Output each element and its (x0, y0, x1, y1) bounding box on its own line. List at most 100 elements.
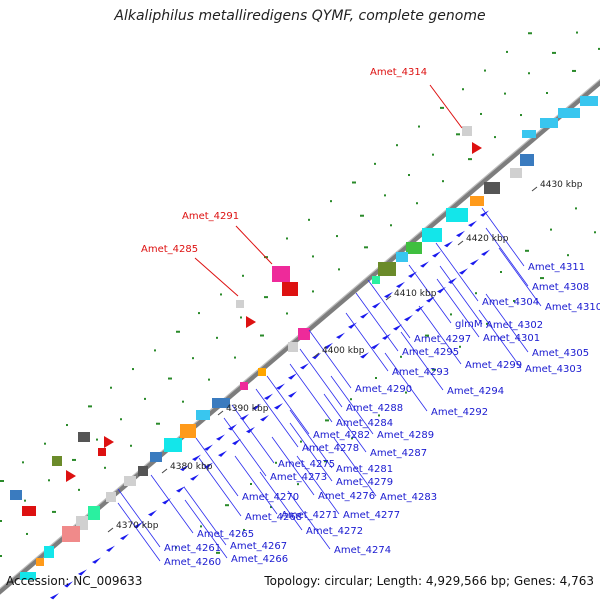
blue-leader-line (259, 471, 303, 531)
gene-arrow (470, 258, 479, 266)
blue-leader-line (195, 437, 239, 497)
gc-dot (26, 532, 28, 535)
blue-gene-label: Amet_4293 (392, 367, 449, 378)
gc-dot (220, 293, 222, 296)
gene-arrow (120, 533, 129, 541)
gc-dot (575, 207, 577, 210)
gene-block (212, 398, 230, 408)
gene-block (484, 182, 500, 194)
gene-arrow (180, 464, 189, 472)
blue-gene-label: Amet_4272 (306, 526, 363, 537)
blue-gene-label: Amet_4308 (532, 282, 589, 293)
gene-block (288, 342, 298, 352)
gc-dot (528, 32, 532, 35)
gc-dot (442, 180, 444, 183)
gene-block (150, 452, 162, 462)
blue-leader-line (330, 375, 374, 435)
gc-dot (312, 255, 314, 258)
blue-leader-line (384, 352, 428, 412)
gc-dot (0, 480, 4, 482)
blue-leader-line (481, 207, 525, 267)
red-gene-marker (246, 316, 256, 328)
gene-arrow (432, 251, 441, 258)
blue-leader-line (234, 455, 278, 515)
gene-block (422, 228, 442, 242)
gc-dot (0, 520, 2, 522)
gc-dot (312, 290, 314, 293)
blue-leader-line (498, 247, 542, 307)
gene-block (298, 328, 310, 340)
blue-leader-line (223, 417, 267, 477)
gc-dot (494, 136, 496, 139)
red-gene-label: Amet_4314 (370, 67, 427, 78)
blue-gene-label: Amet_4265 (197, 529, 254, 540)
blue-gene-label: Amet_4295 (402, 347, 459, 358)
blue-gene-label: Amet_4304 (482, 297, 539, 308)
gene-block (180, 424, 196, 438)
gene-block (164, 438, 182, 452)
gc-dot (480, 112, 482, 115)
blue-gene-label: Amet_4282 (313, 430, 370, 441)
blue-leader-line (435, 242, 479, 302)
gc-dot (216, 551, 220, 554)
scale-tick (457, 240, 464, 246)
blue-leader-line (367, 279, 411, 339)
gene-block (282, 282, 298, 296)
gc-dot (78, 488, 80, 491)
gc-dot (182, 400, 184, 403)
gc-dot (198, 312, 200, 315)
scale-tick (531, 186, 538, 192)
gc-dot (154, 349, 156, 352)
blue-gene-label: Amet_4275 (278, 459, 335, 470)
red-leader-line (235, 225, 273, 265)
gene-block (78, 432, 90, 442)
gene-block (236, 300, 244, 308)
gc-dot (130, 444, 132, 447)
red-gene-marker (66, 470, 76, 482)
blue-leader-line (323, 393, 367, 453)
gc-dot (432, 368, 436, 371)
gc-dot (22, 461, 24, 464)
gene-arrow (382, 333, 391, 340)
gene-features (10, 96, 598, 600)
gene-arrow (106, 545, 115, 552)
gc-dot (200, 525, 202, 528)
gene-block (470, 196, 484, 206)
gene-arrow (240, 413, 249, 421)
gc-dot (175, 546, 177, 549)
gc-dot (375, 377, 377, 379)
gc-dot (500, 271, 502, 273)
gene-block (138, 466, 148, 476)
gc-dot (450, 313, 452, 316)
gene-arrow (78, 569, 87, 576)
gc-dot (324, 460, 328, 463)
gc-dot (546, 91, 548, 94)
gene-block (62, 526, 80, 542)
gene-arrow (148, 509, 157, 517)
gene-arrow (300, 363, 309, 370)
gene-block (196, 410, 210, 420)
gc-dot (462, 88, 464, 91)
gc-dot (234, 356, 236, 359)
gc-dot (504, 92, 506, 95)
gc-dot (225, 504, 229, 507)
gc-dot (300, 440, 302, 443)
label-leader-lines (117, 84, 542, 562)
gene-block (106, 492, 116, 502)
gc-dot (550, 228, 552, 231)
red-leader-line (429, 84, 463, 129)
gene-arrow (252, 403, 261, 411)
gc-dot (440, 106, 444, 109)
gene-block (20, 572, 36, 580)
gc-dot (275, 461, 277, 464)
gene-arrow (324, 342, 333, 350)
blue-gene-label: Amet_4283 (380, 492, 437, 503)
gc-dot (250, 483, 252, 485)
gc-dot (384, 194, 386, 197)
gene-arrow (336, 332, 345, 339)
gc-dot (484, 69, 486, 72)
gc-dot (572, 69, 576, 72)
gene-block (88, 506, 100, 520)
gene-block (540, 118, 558, 128)
gc-dot (96, 438, 98, 441)
